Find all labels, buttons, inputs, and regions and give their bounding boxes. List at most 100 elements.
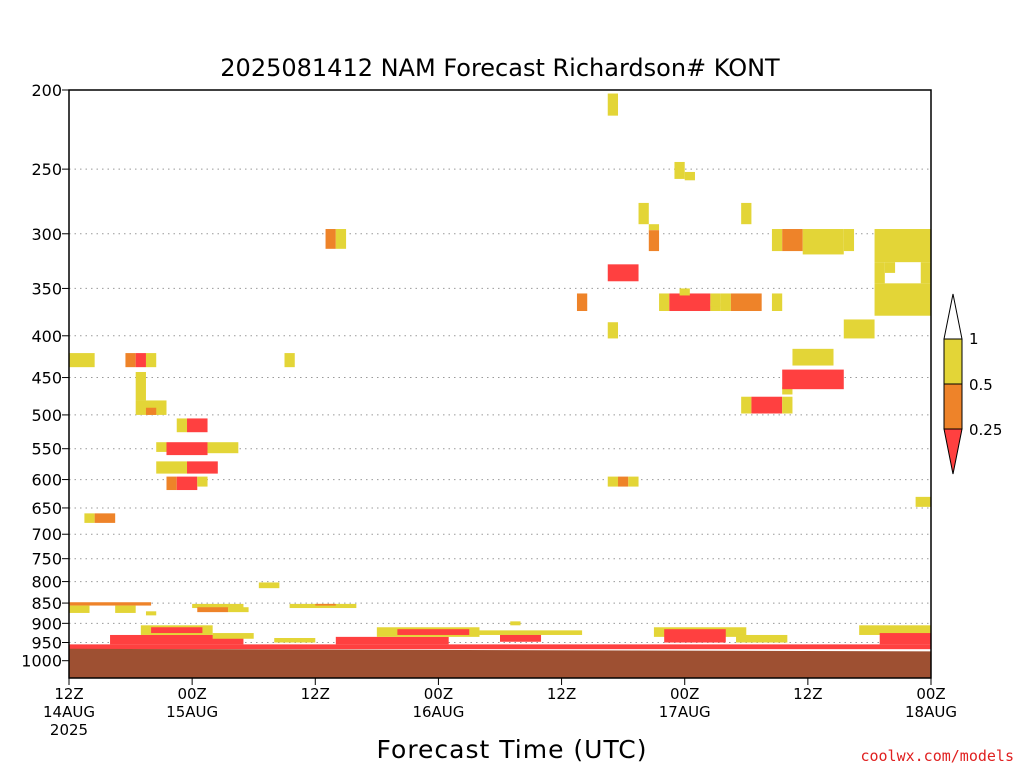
y-tick-label-700: 700 <box>31 525 62 544</box>
y-tick-label-500: 500 <box>31 406 62 425</box>
data-cell-82 <box>664 629 726 643</box>
y-tick-label-600: 600 <box>31 471 62 490</box>
x-tick-label-12-1: 00Z <box>177 685 206 703</box>
data-cell-24 <box>674 161 685 179</box>
x-tick-label-36-1: 00Z <box>424 685 453 703</box>
x-tick-label-0-2: 14AUG <box>43 703 95 721</box>
chart-title: 2025081412 NAM Forecast Richardson# KONT <box>220 54 780 82</box>
data-cell-20 <box>258 582 280 589</box>
ground-layer <box>69 648 931 678</box>
x-tick-label-60-1: 00Z <box>670 685 699 703</box>
y-tick-label-1000: 1000 <box>21 652 62 671</box>
data-cell-17 <box>197 476 208 487</box>
data-cell-38 <box>730 293 762 312</box>
data-cell-19 <box>94 513 116 523</box>
data-cell-5 <box>135 371 146 401</box>
y-tick-label-750: 750 <box>31 550 62 569</box>
data-cell-8 <box>176 418 188 433</box>
data-cell-49 <box>874 262 885 284</box>
colorbar-bottom-arrow <box>943 428 963 475</box>
plot-frame <box>68 89 932 679</box>
data-cell-7 <box>145 407 157 415</box>
data-cell-63 <box>115 605 136 613</box>
data-cell-69 <box>315 603 336 606</box>
data-cell-64 <box>145 611 157 616</box>
data-cell-51 <box>920 262 931 284</box>
data-cell-66 <box>197 607 229 613</box>
data-cell-12 <box>207 442 239 454</box>
data-cell-80 <box>500 634 542 642</box>
x-tick-label-0-1: 12Z <box>54 685 83 703</box>
x-tick-label-36-2: 16AUG <box>412 703 464 721</box>
data-cell-71 <box>110 634 244 645</box>
x-tick-label-12-2: 15AUG <box>166 703 218 721</box>
x-tick-label-84-2: 18AUG <box>905 703 957 721</box>
data-cell-2 <box>135 353 146 368</box>
data-cell-60 <box>915 496 931 507</box>
data-cell-25 <box>684 171 695 181</box>
data-cell-83 <box>736 634 788 643</box>
y-tick-label-250: 250 <box>31 160 62 179</box>
y-tick-label-550: 550 <box>31 440 62 459</box>
data-cell-22 <box>335 229 347 249</box>
y-axis-ticks: 200 250 300 350 400 450 500 550 600 650 700 750 800 8… <box>21 81 69 671</box>
data-cell-44 <box>771 229 783 252</box>
y-tick-label-950: 950 <box>31 634 62 653</box>
colorbar-label-1: 1 <box>969 330 979 348</box>
ground-fill <box>69 648 931 678</box>
data-cell-34 <box>710 303 721 312</box>
data-cells <box>69 93 931 650</box>
data-cell-37 <box>720 293 731 312</box>
colorbar-top-arrow <box>943 293 963 340</box>
data-cell-68 <box>289 603 357 609</box>
data-cell-3 <box>145 353 157 368</box>
y-tick-label-400: 400 <box>31 327 62 346</box>
data-cell-6 <box>135 400 167 415</box>
data-cell-18 <box>84 513 95 523</box>
data-cell-67 <box>228 607 249 613</box>
data-cell-56 <box>782 369 844 390</box>
colorbar-bin-yellow <box>943 338 963 385</box>
data-cell-4 <box>284 353 295 368</box>
data-cell-73 <box>151 627 203 634</box>
y-tick-label-200: 200 <box>31 81 62 100</box>
y-tick-label-900: 900 <box>31 614 62 633</box>
x-tick-label-0-3: 2025 <box>50 721 88 739</box>
data-cell-28 <box>648 224 660 231</box>
data-cell-52 <box>874 283 931 316</box>
x-axis-label: Forecast Time (UTC) <box>377 735 648 764</box>
data-cell-75 <box>274 638 316 643</box>
data-cell-48 <box>874 229 931 263</box>
data-cell-50 <box>884 262 896 273</box>
data-cell-40 <box>607 322 619 339</box>
data-cell-41 <box>607 476 619 487</box>
data-cell-79 <box>479 630 583 635</box>
data-cell-9 <box>187 418 208 433</box>
data-cell-61 <box>69 602 152 606</box>
data-cell-13 <box>156 461 188 474</box>
data-cell-32 <box>659 293 670 312</box>
data-cell-70 <box>69 644 931 650</box>
data-cell-76 <box>335 636 449 645</box>
colorbar: 1 0.5 0.25 <box>943 293 1002 475</box>
data-cell-54 <box>792 348 834 366</box>
data-cell-27 <box>741 202 752 225</box>
data-cell-1 <box>125 353 136 368</box>
data-cell-14 <box>187 461 218 474</box>
data-cell-15 <box>166 476 177 491</box>
data-cell-58 <box>751 396 783 414</box>
data-cell-16 <box>176 476 198 491</box>
y-tick-label-350: 350 <box>31 279 62 298</box>
data-cell-45 <box>782 229 803 252</box>
data-cell-10 <box>156 442 167 452</box>
data-cell-21 <box>325 229 336 249</box>
x-tick-label-72-1: 12Z <box>793 685 822 703</box>
y-tick-label-800: 800 <box>31 573 62 592</box>
colorbar-bin-orange <box>943 383 963 430</box>
data-cell-33 <box>669 293 711 312</box>
data-cell-84 <box>859 625 931 635</box>
data-cell-42 <box>618 476 629 487</box>
x-tick-label-24-1: 12Z <box>301 685 330 703</box>
data-cell-0 <box>69 353 95 368</box>
